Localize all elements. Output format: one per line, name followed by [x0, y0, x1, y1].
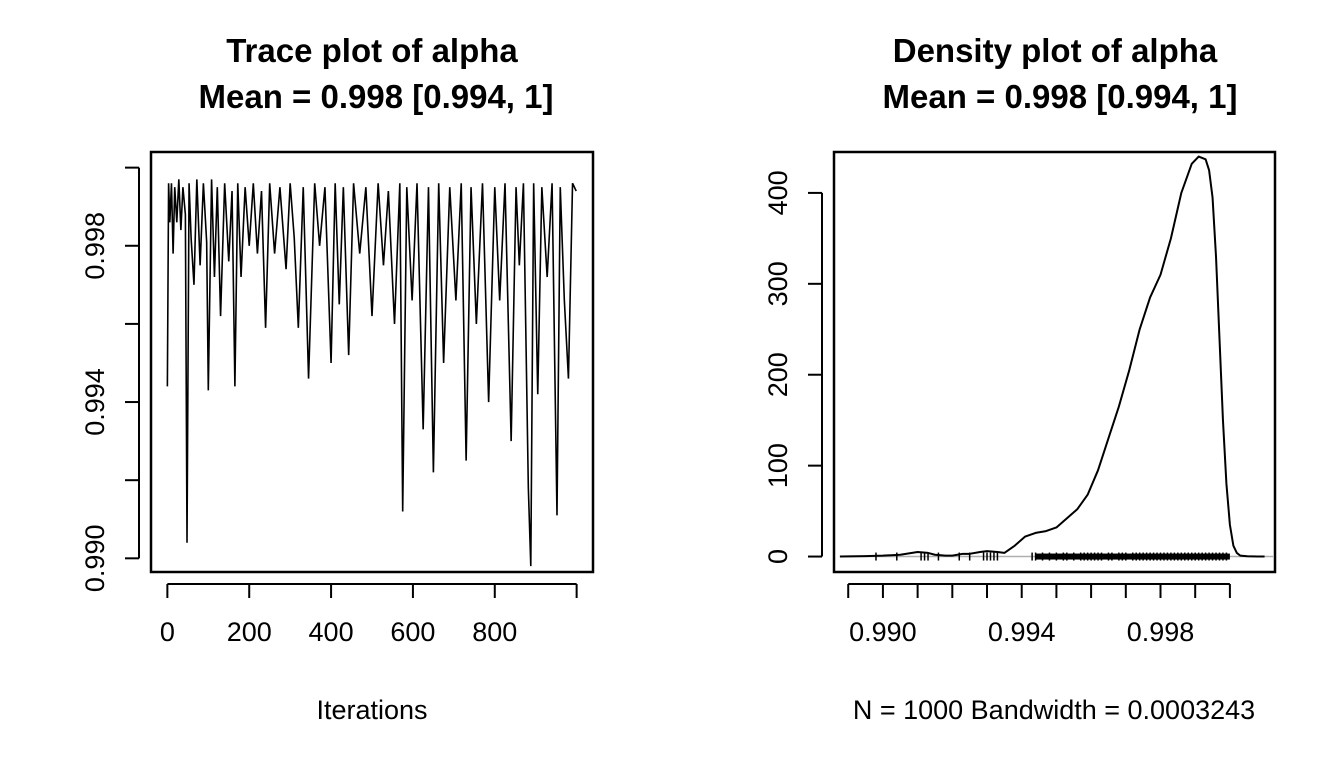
density-rug-band	[1035, 553, 1230, 560]
trace-y-tick-label: 0.998	[80, 212, 110, 280]
trace-plot-title: Trace plot of alpha	[226, 32, 518, 69]
trace-line	[166, 179, 577, 567]
trace-plot-x-axis: 0 200 400 600 800	[160, 583, 578, 647]
trace-y-tick-label: 0.994	[80, 368, 110, 436]
trace-x-tick-label: 400	[309, 617, 354, 647]
density-plot-subtitle: Mean = 0.998 [0.994, 1]	[883, 78, 1238, 115]
density-y-tick-label: 100	[763, 443, 793, 488]
trace-x-tick-label: 0	[160, 617, 175, 647]
trace-x-tick-label: 200	[227, 617, 272, 647]
density-y-tick-label: 400	[763, 170, 793, 215]
density-curve	[839, 155, 1265, 558]
density-y-tick-label: 0	[763, 549, 793, 564]
density-plot-y-axis: 0 100 200 300 400	[763, 170, 823, 564]
trace-plot-marks	[166, 179, 577, 567]
trace-plot-y-axis: 0.990 0.994 0.998	[80, 166, 140, 593]
trace-plot-subtitle: Mean = 0.998 [0.994, 1]	[199, 78, 554, 115]
trace-plot-panel: Trace plot of alpha Mean = 0.998 [0.994,…	[80, 32, 595, 725]
density-plot-x-axis: 0.990 0.994 0.998	[847, 583, 1231, 647]
density-plot-title: Density plot of alpha	[893, 32, 1218, 69]
density-x-tick-label: 0.998	[1127, 617, 1195, 647]
trace-y-tick-label: 0.990	[80, 525, 110, 593]
density-plot-frame	[832, 150, 1277, 574]
trace-x-tick-label: 800	[472, 617, 517, 647]
density-x-tick-label: 0.994	[988, 617, 1056, 647]
trace-plot-frame	[149, 150, 595, 574]
density-y-tick-label: 200	[763, 352, 793, 397]
trace-x-tick-label: 600	[390, 617, 435, 647]
density-plot-marks	[839, 155, 1273, 561]
trace-plot-x-label: Iterations	[316, 695, 427, 725]
density-plot-x-label: N = 1000 Bandwidth = 0.0003243	[853, 695, 1255, 725]
density-plot-panel: Density plot of alpha Mean = 0.998 [0.99…	[763, 32, 1277, 725]
density-y-tick-label: 300	[763, 261, 793, 306]
density-x-tick-label: 0.990	[849, 617, 917, 647]
